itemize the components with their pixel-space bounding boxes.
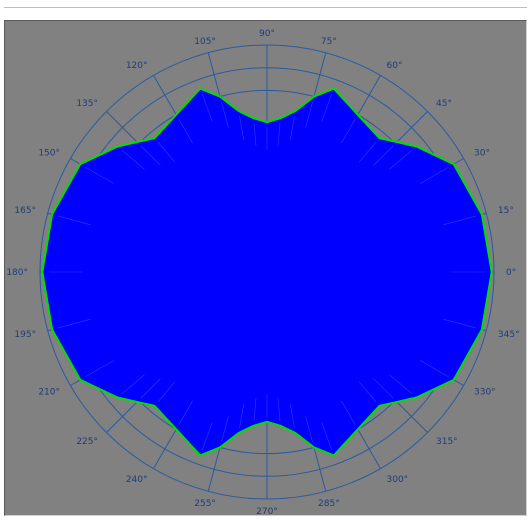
angle-tick-label: 300° <box>387 475 409 485</box>
angle-tick-label: 255° <box>194 499 216 509</box>
data-streak <box>373 378 394 399</box>
data-streak <box>140 378 161 399</box>
data-streak <box>253 398 257 422</box>
data-streak <box>277 122 281 146</box>
data-streak <box>341 119 356 144</box>
data-streak <box>389 150 413 170</box>
angle-tick-label: 315° <box>436 437 458 447</box>
angle-tick-label: 15° <box>498 206 514 216</box>
data-streak <box>253 122 257 146</box>
data-streak <box>85 167 115 184</box>
data-streak <box>358 141 377 163</box>
data-streak <box>239 403 245 429</box>
angle-tick-label: 285° <box>318 499 340 509</box>
data-streak <box>321 93 333 122</box>
data-streak <box>157 381 176 403</box>
angle-labels: 0° 15° 30° 45° 60° 75° 90° 105° 120° 135° 150° 165°… <box>6 29 519 517</box>
data-streak <box>305 415 313 443</box>
data-streak <box>305 101 313 129</box>
data-streak <box>121 374 145 394</box>
data-layer <box>41 87 493 457</box>
angle-tick-label: 240° <box>126 475 148 485</box>
angle-tick-label: 0° <box>506 268 516 278</box>
data-streak <box>178 400 193 425</box>
data-streak <box>178 119 193 144</box>
data-streak <box>201 93 213 122</box>
angle-tick-label: 45° <box>436 99 452 109</box>
angle-tick-label: 135° <box>76 99 98 109</box>
data-streak <box>389 374 413 394</box>
angle-tick-label: 225° <box>76 437 98 447</box>
top-bar <box>0 0 531 20</box>
data-streak <box>121 150 145 170</box>
angle-tick-label: 270° <box>256 507 278 517</box>
data-streak <box>58 318 91 329</box>
angle-tick-label: 210° <box>38 388 60 398</box>
data-streak <box>58 215 91 226</box>
angle-tick-label: 180° <box>6 268 28 278</box>
data-streak <box>341 400 356 425</box>
data-streak <box>443 215 476 226</box>
angle-tick-label: 30° <box>474 149 490 159</box>
angle-tick-label: 150° <box>38 149 60 159</box>
angle-tick-label: 90° <box>259 29 275 39</box>
data-streak <box>157 141 176 163</box>
angle-tick-label: 120° <box>126 61 148 71</box>
data-streak <box>221 415 229 443</box>
data-streak <box>443 318 476 329</box>
data-streak <box>419 360 449 377</box>
data-streak <box>277 398 281 422</box>
data-streak <box>289 403 295 429</box>
data-streak <box>358 381 377 403</box>
angle-tick-label: 75° <box>321 37 337 47</box>
series-area <box>41 87 493 457</box>
data-streak <box>239 115 245 141</box>
angle-tick-label: 345° <box>498 330 520 340</box>
data-streak <box>321 422 333 451</box>
angle-tick-label: 165° <box>14 206 36 216</box>
data-streak <box>201 422 213 451</box>
data-streak <box>289 115 295 141</box>
angle-tick-label: 195° <box>14 330 36 340</box>
angle-tick-label: 60° <box>387 61 403 71</box>
data-streak <box>373 145 394 166</box>
angle-tick-label: 105° <box>194 37 216 47</box>
data-streak <box>419 167 449 184</box>
data-streak <box>85 360 115 377</box>
top-divider <box>4 7 527 8</box>
data-streak <box>140 145 161 166</box>
angle-tick-label: 330° <box>474 388 496 398</box>
data-streak <box>221 101 229 129</box>
